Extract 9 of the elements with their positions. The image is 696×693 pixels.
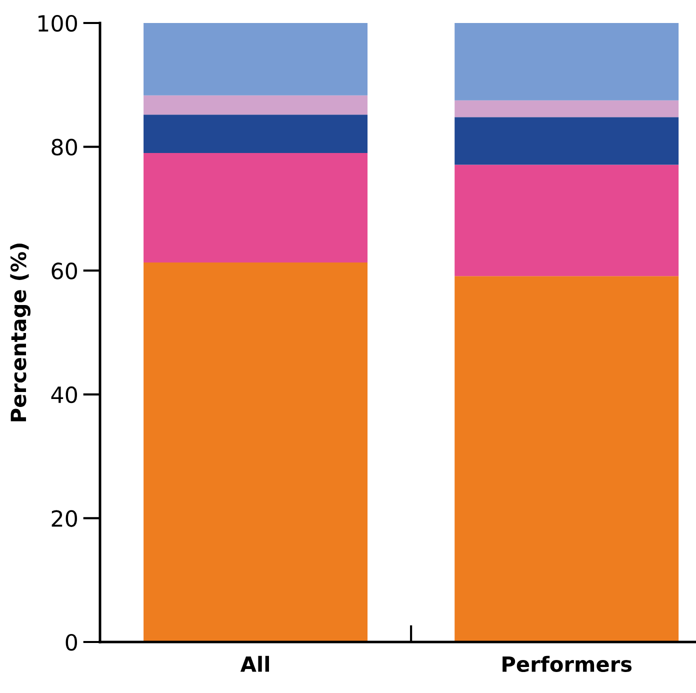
y-axis-title: Percentage (%) [10,244,30,422]
y-tick-label: 0 [66,634,77,651]
y-tick-label: 100 [38,14,77,32]
y-tick-label: 80 [52,138,77,156]
x-tick-label: All [240,656,269,672]
y-tick-label: 20 [52,510,77,527]
y-tick-label: 60 [52,262,77,280]
x-tick-label: Performers [502,656,632,672]
y-tick-label: 40 [51,386,77,404]
